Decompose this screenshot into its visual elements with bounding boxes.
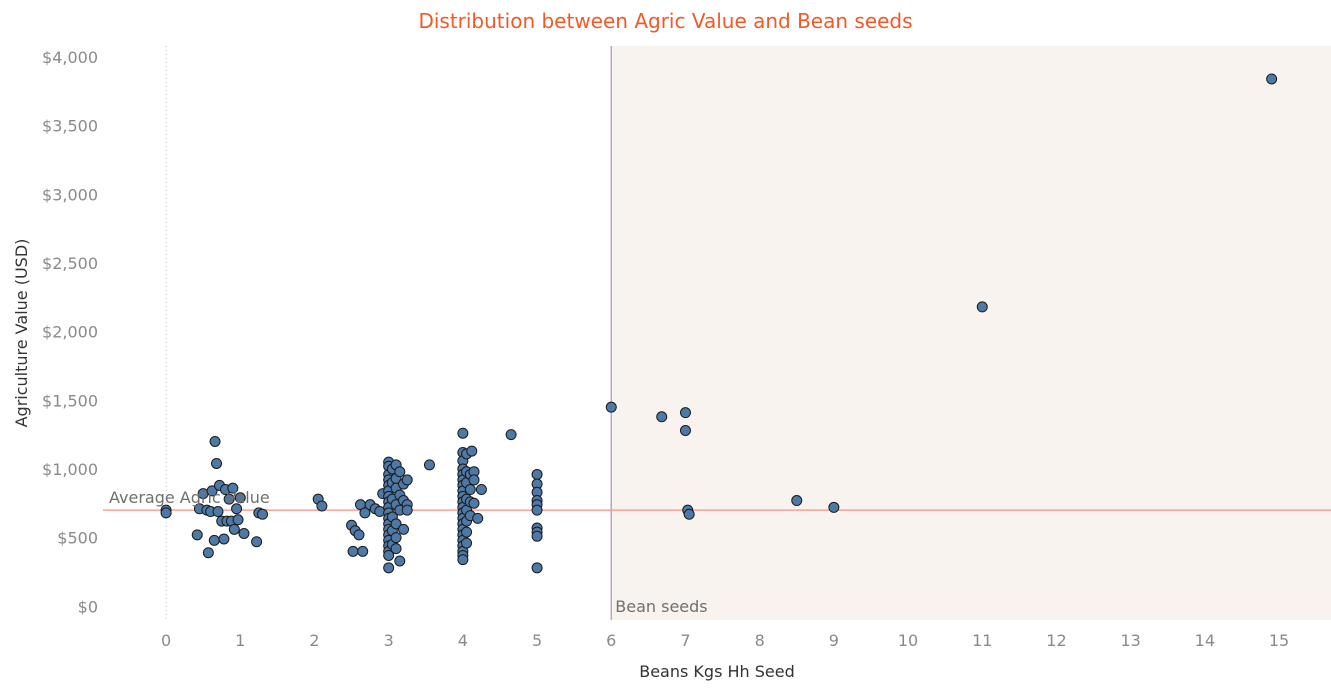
y-axis-ticks: $0 $500 $1,000 $1,500 $2,000 $2,500 $3,000 $3,5…: [42, 48, 98, 616]
data-point: [531, 562, 543, 574]
data-point: [223, 493, 235, 505]
data-point: [390, 532, 402, 544]
data-point: [423, 459, 435, 471]
data-point: [202, 547, 214, 559]
data-point: [251, 536, 263, 548]
data-point: [401, 504, 413, 516]
y-axis-title: Agriculture Value (USD): [12, 239, 31, 428]
data-point: [683, 508, 695, 520]
data-point: [359, 507, 371, 519]
data-point: [828, 501, 840, 513]
bean-seeds-label: Bean seeds: [615, 597, 707, 616]
x-tick-label: 5: [532, 631, 542, 650]
data-point: [160, 507, 172, 519]
data-point: [394, 555, 406, 567]
y-tick-label: $1,500: [42, 391, 98, 410]
data-point: [401, 474, 413, 486]
x-tick-label: 14: [1195, 631, 1215, 650]
data-point: [1266, 73, 1278, 85]
data-point: [390, 543, 402, 555]
data-point: [231, 503, 243, 515]
data-point: [357, 545, 369, 557]
data-point: [505, 429, 517, 441]
data-point: [218, 533, 230, 545]
x-tick-label: 2: [309, 631, 319, 650]
x-tick-label: 12: [1046, 631, 1066, 650]
x-tick-label: 13: [1120, 631, 1140, 650]
x-tick-label: 11: [972, 631, 992, 650]
data-point: [228, 523, 240, 535]
data-point: [353, 529, 365, 541]
data-point: [227, 482, 239, 494]
data-point: [468, 474, 480, 486]
data-point: [461, 537, 473, 549]
x-tick-label: 9: [829, 631, 839, 650]
x-tick-label: 6: [606, 631, 616, 650]
x-tick-label: 4: [458, 631, 468, 650]
data-point: [531, 504, 543, 516]
y-tick-label: $0: [78, 597, 98, 616]
y-tick-label: $3,000: [42, 185, 98, 204]
chart-title: Distribution between Agric Value and Bea…: [418, 9, 913, 33]
data-point: [976, 301, 988, 313]
data-point: [466, 445, 478, 457]
data-point: [234, 492, 246, 504]
data-point: [232, 514, 244, 526]
average-line-label: Average Agric Value: [109, 488, 270, 507]
y-tick-label: $3,500: [42, 117, 98, 136]
data-point: [679, 407, 691, 419]
data-point: [656, 411, 668, 423]
data-point: [211, 457, 223, 469]
x-tick-label: 1: [235, 631, 245, 650]
data-point: [457, 554, 469, 566]
data-point: [472, 512, 484, 524]
data-point: [531, 468, 543, 480]
data-point: [464, 484, 476, 496]
data-point: [394, 466, 406, 478]
data-point: [605, 401, 617, 413]
x-tick-label: 7: [680, 631, 690, 650]
x-axis-ticks: 0 1 2 3 4 5 6 7 8 9 10 11 12 13 14 15: [161, 631, 1289, 650]
data-point: [398, 523, 410, 535]
data-point: [191, 529, 203, 541]
data-point: [209, 435, 221, 447]
data-point: [791, 495, 803, 507]
x-tick-label: 3: [384, 631, 394, 650]
x-axis-title: Beans Kgs Hh Seed: [639, 662, 795, 681]
data-point: [383, 549, 395, 561]
data-point: [257, 508, 269, 520]
data-point: [212, 506, 224, 518]
data-point: [347, 545, 359, 557]
x-tick-label: 0: [161, 631, 171, 650]
data-point: [208, 534, 220, 546]
data-point: [390, 518, 402, 530]
data-point: [206, 485, 218, 497]
y-tick-label: $500: [57, 529, 98, 548]
x-tick-label: 15: [1269, 631, 1289, 650]
data-point: [679, 424, 691, 436]
data-point: [475, 484, 487, 496]
y-tick-label: $1,000: [42, 460, 98, 479]
data-point: [383, 562, 395, 574]
data-point: [316, 500, 328, 512]
shaded-region: [611, 46, 1331, 620]
data-point: [457, 427, 469, 439]
data-points: [160, 73, 1278, 574]
y-tick-label: $2,000: [42, 323, 98, 342]
data-point: [531, 530, 543, 542]
data-point: [468, 497, 480, 509]
x-tick-label: 8: [755, 631, 765, 650]
y-tick-label: $2,500: [42, 254, 98, 273]
x-tick-label: 10: [898, 631, 918, 650]
data-point: [238, 527, 250, 539]
y-tick-label: $4,000: [42, 48, 98, 67]
data-point: [461, 526, 473, 538]
